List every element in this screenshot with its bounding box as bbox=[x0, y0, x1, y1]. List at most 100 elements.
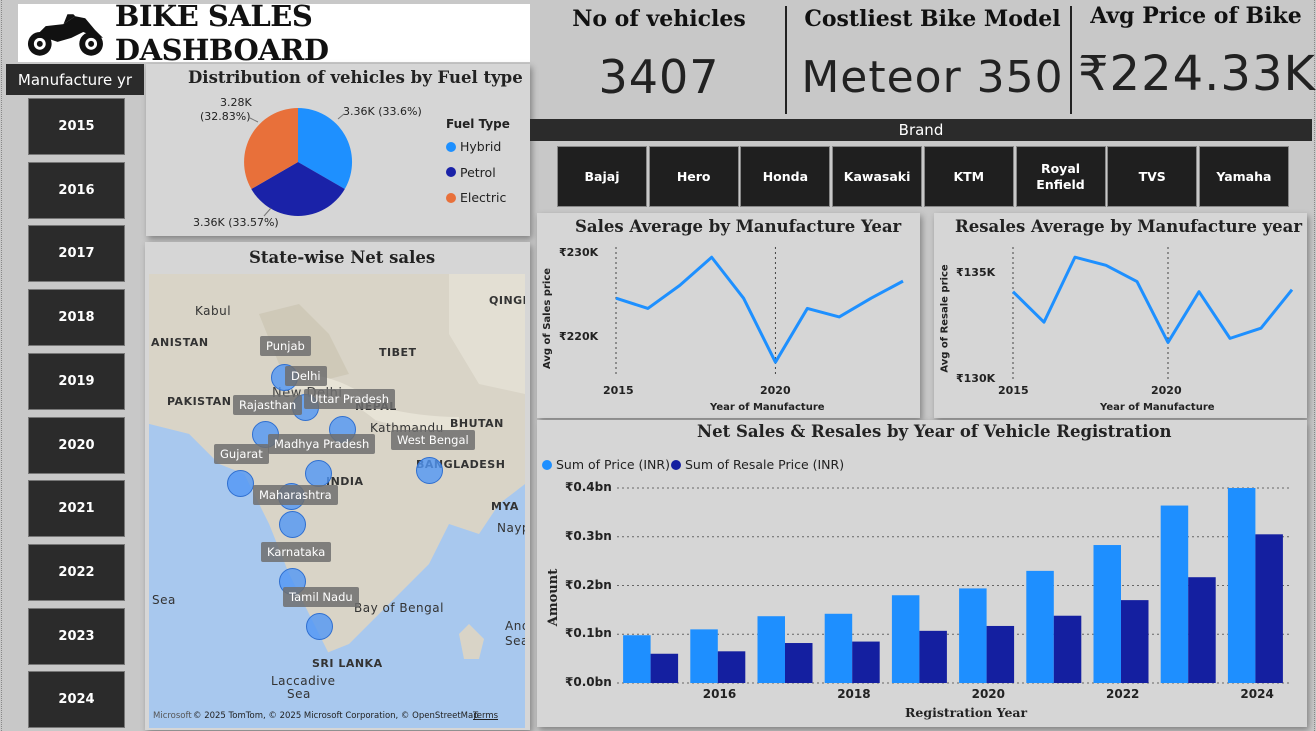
brand-slicer-button[interactable]: KTM bbox=[923, 146, 1014, 207]
brand-slicer-header: Brand bbox=[530, 119, 1312, 141]
line-point[interactable] bbox=[901, 279, 905, 283]
fuel-legend-item[interactable]: Hybrid bbox=[446, 139, 501, 154]
sales-bar[interactable] bbox=[757, 616, 786, 683]
sales-bar[interactable] bbox=[824, 613, 853, 683]
year-slicer-button[interactable]: 2019 bbox=[28, 352, 125, 410]
dashboard-title: BIKE SALES DASHBOARD bbox=[114, 0, 329, 67]
map-place-label: Kabul bbox=[195, 304, 232, 318]
map-place-label: INDIA bbox=[326, 475, 364, 488]
resales-avg-title: Resales Average by Manufacture year bbox=[955, 217, 1303, 236]
sales-average-card: Sales Average by Manufacture Year ₹230K … bbox=[537, 213, 920, 418]
resales-avg-xlabel: Year of Manufacture bbox=[1100, 402, 1215, 413]
state-label: Punjab bbox=[260, 336, 311, 356]
line-point[interactable] bbox=[773, 360, 777, 364]
line-point[interactable] bbox=[678, 283, 682, 287]
brand-slicer-button[interactable]: Yamaha bbox=[1198, 146, 1289, 207]
map-place-label: TIBET bbox=[379, 346, 417, 359]
year-slicer-button[interactable]: 2024 bbox=[28, 671, 125, 729]
year-slicer-button[interactable]: 2016 bbox=[28, 161, 125, 219]
net-sales-legend-item[interactable]: Sum of Price (INR) bbox=[542, 457, 670, 472]
line-point[interactable] bbox=[1290, 288, 1294, 292]
kpi-vehicles-value: 3407 bbox=[598, 50, 720, 104]
pie-label-hybrid: 3.36K (33.6%) bbox=[343, 105, 422, 118]
map-land-svg bbox=[149, 274, 525, 728]
net-sales-legend-label: Sum of Price (INR) bbox=[556, 457, 670, 472]
brand-slicer-button[interactable]: Kawasaki bbox=[832, 146, 923, 207]
line-point[interactable] bbox=[805, 306, 809, 310]
sales-bar[interactable] bbox=[1093, 545, 1122, 683]
map-place-label: Bay of Bengal bbox=[354, 601, 444, 615]
line-point[interactable] bbox=[869, 296, 873, 300]
brand-slicer-button[interactable]: Honda bbox=[740, 146, 831, 207]
resales-avg-ytick: ₹135K bbox=[956, 266, 996, 279]
line-point[interactable] bbox=[1259, 326, 1263, 330]
state-sales-bubble[interactable] bbox=[306, 613, 333, 640]
year-slicer-button[interactable]: 2017 bbox=[28, 225, 125, 283]
resales-bar[interactable] bbox=[919, 630, 947, 683]
line-series[interactable] bbox=[1011, 255, 1294, 344]
line-point[interactable] bbox=[646, 306, 650, 310]
resales-bar[interactable] bbox=[1053, 615, 1082, 683]
year-slicer-button[interactable]: 2020 bbox=[28, 416, 125, 474]
sales-avg-xtick: 2015 bbox=[603, 384, 634, 397]
resales-bar[interactable] bbox=[1255, 534, 1283, 683]
brand-slicer-button[interactable]: Bajaj bbox=[557, 146, 647, 207]
state-sales-bubble[interactable] bbox=[279, 511, 306, 538]
motorcycle-icon bbox=[27, 14, 103, 56]
map-place-label: ANISTAN bbox=[151, 336, 209, 349]
net-sales-ytick: ₹0.4bn bbox=[565, 480, 612, 494]
brand-slicer-button[interactable]: Hero bbox=[648, 146, 739, 207]
resales-bar[interactable] bbox=[717, 651, 746, 683]
year-slicer-button[interactable]: 2018 bbox=[28, 289, 125, 347]
year-slicer-button[interactable]: 2015 bbox=[28, 98, 125, 155]
sales-bar[interactable] bbox=[1160, 505, 1189, 683]
sales-bar[interactable] bbox=[1227, 488, 1256, 683]
line-point[interactable] bbox=[1011, 290, 1015, 294]
net-sales-legend-item[interactable]: Sum of Resale Price (INR) bbox=[671, 457, 844, 472]
fuel-legend-item[interactable]: Petrol bbox=[446, 165, 496, 180]
map-terms-link[interactable]: Terms bbox=[473, 711, 499, 721]
line-point[interactable] bbox=[837, 315, 841, 319]
resales-bar[interactable] bbox=[852, 641, 880, 683]
line-point[interactable] bbox=[1073, 255, 1077, 259]
legend-dot bbox=[542, 459, 552, 470]
state-label: Rajasthan bbox=[233, 395, 303, 415]
resales-bar[interactable] bbox=[1121, 600, 1149, 683]
line-point[interactable] bbox=[614, 296, 618, 300]
map-attribution[interactable]: © 2025 TomTom, © 2025 Microsoft Corporat… bbox=[193, 711, 479, 721]
line-point[interactable] bbox=[710, 255, 714, 259]
pie-slice-hybrid[interactable] bbox=[298, 107, 353, 189]
fuel-legend-item[interactable]: Electric bbox=[446, 190, 506, 205]
resales-bar[interactable] bbox=[1188, 577, 1216, 683]
map-place-label: QINGH bbox=[489, 294, 525, 307]
state-sales-bubble[interactable] bbox=[416, 457, 443, 484]
line-point[interactable] bbox=[742, 296, 746, 300]
resales-bar[interactable] bbox=[785, 643, 813, 683]
sales-bar[interactable] bbox=[1026, 570, 1054, 683]
line-point[interactable] bbox=[1166, 340, 1170, 344]
year-slicer-button[interactable]: 2023 bbox=[28, 607, 125, 665]
line-series[interactable] bbox=[615, 255, 904, 364]
brand-slicer-button[interactable]: TVS bbox=[1107, 146, 1198, 207]
sales-bar[interactable] bbox=[959, 588, 987, 683]
brand-slicer-button[interactable]: Royal Enfield bbox=[1015, 146, 1106, 207]
pie-slice-electric[interactable] bbox=[244, 108, 298, 189]
sales-bar[interactable] bbox=[891, 595, 920, 683]
line-point[interactable] bbox=[1228, 336, 1232, 340]
line-point[interactable] bbox=[1197, 290, 1201, 294]
map-place-label: Laccadive bbox=[271, 674, 336, 688]
sales-bar[interactable] bbox=[690, 629, 718, 683]
resales-bar[interactable] bbox=[986, 625, 1015, 683]
sales-bar[interactable] bbox=[623, 635, 651, 683]
year-slicer-button[interactable]: 2021 bbox=[28, 480, 125, 538]
line-point[interactable] bbox=[1104, 263, 1108, 267]
line-point[interactable] bbox=[1135, 280, 1139, 284]
year-slicer-button[interactable]: 2022 bbox=[28, 543, 125, 601]
state-sales-bubble[interactable] bbox=[305, 460, 332, 487]
state-sales-bubble[interactable] bbox=[227, 470, 254, 497]
pie-slice-petrol[interactable] bbox=[251, 162, 345, 216]
line-point[interactable] bbox=[1042, 320, 1046, 324]
resales-bar[interactable] bbox=[650, 653, 679, 683]
resales-avg-line-svg bbox=[1011, 247, 1294, 379]
